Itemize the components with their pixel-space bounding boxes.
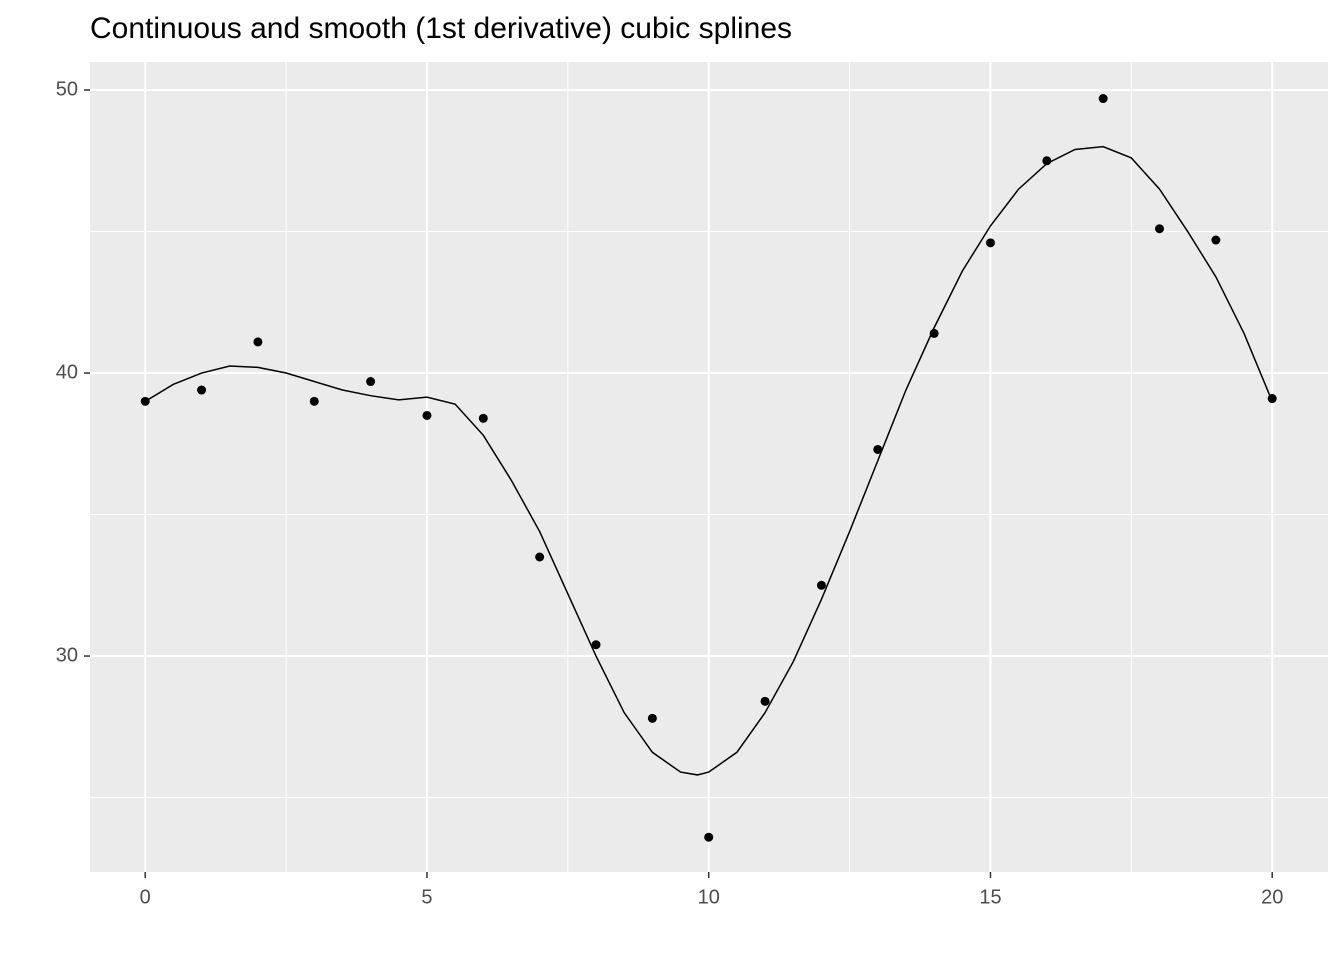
point (478, 413, 488, 423)
x-tick-label: 20 (1261, 886, 1283, 908)
y-tick-label: 50 (56, 78, 78, 100)
point (535, 552, 545, 562)
x-tick-label: 0 (140, 886, 151, 908)
point (704, 832, 714, 842)
point (816, 580, 826, 590)
point (422, 410, 432, 420)
spline-line (144, 145, 1273, 776)
y-tick-label: 40 (56, 361, 78, 383)
point (1211, 235, 1221, 245)
chart-title: Continuous and smooth (1st derivative) c… (90, 12, 792, 45)
y-tick-label: 30 (56, 644, 78, 666)
point (1098, 94, 1108, 104)
point (253, 337, 263, 347)
x-tick-label: 15 (979, 886, 1001, 908)
point (760, 696, 770, 706)
x-tick-label: 5 (421, 886, 432, 908)
point (1155, 224, 1165, 234)
point (197, 385, 207, 395)
x-tick-label: 10 (698, 886, 720, 908)
point (985, 238, 995, 248)
point (366, 377, 376, 387)
point (873, 444, 883, 454)
point (591, 640, 601, 650)
point (309, 396, 319, 406)
point (647, 713, 657, 723)
